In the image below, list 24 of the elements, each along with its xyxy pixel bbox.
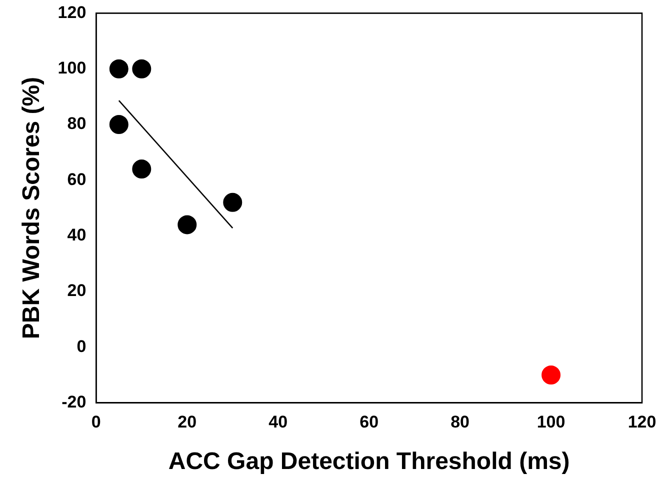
y-tick-label: -20	[62, 392, 86, 412]
point	[178, 215, 197, 234]
x-tick-label: 40	[268, 412, 288, 432]
x-tick-label: 100	[536, 412, 566, 432]
point	[223, 192, 242, 212]
y-tick-label: 0	[76, 336, 86, 356]
y-tick-label: 80	[67, 114, 86, 134]
x-tick-label: 80	[450, 412, 470, 432]
point	[109, 59, 128, 78]
y-tick-label: 120	[58, 2, 86, 22]
y-tick-label: 60	[67, 170, 86, 189]
y-tick-label: 100	[58, 58, 86, 78]
x-tick-label: 0	[91, 412, 101, 432]
x-tick-label: 120	[628, 412, 656, 432]
y-axis-title: PBK Words Scores (%)	[18, 76, 46, 340]
point	[109, 115, 128, 134]
x-tick-label: 60	[360, 412, 379, 432]
x-axis-title: ACC Gap Detection Threshold (ms)	[168, 448, 570, 476]
y-tick-label: 40	[67, 226, 86, 245]
point	[542, 365, 561, 384]
y-tick-label: 20	[67, 281, 86, 300]
point	[132, 160, 152, 179]
x-tick-label: 20	[178, 412, 197, 432]
point	[132, 59, 152, 78]
